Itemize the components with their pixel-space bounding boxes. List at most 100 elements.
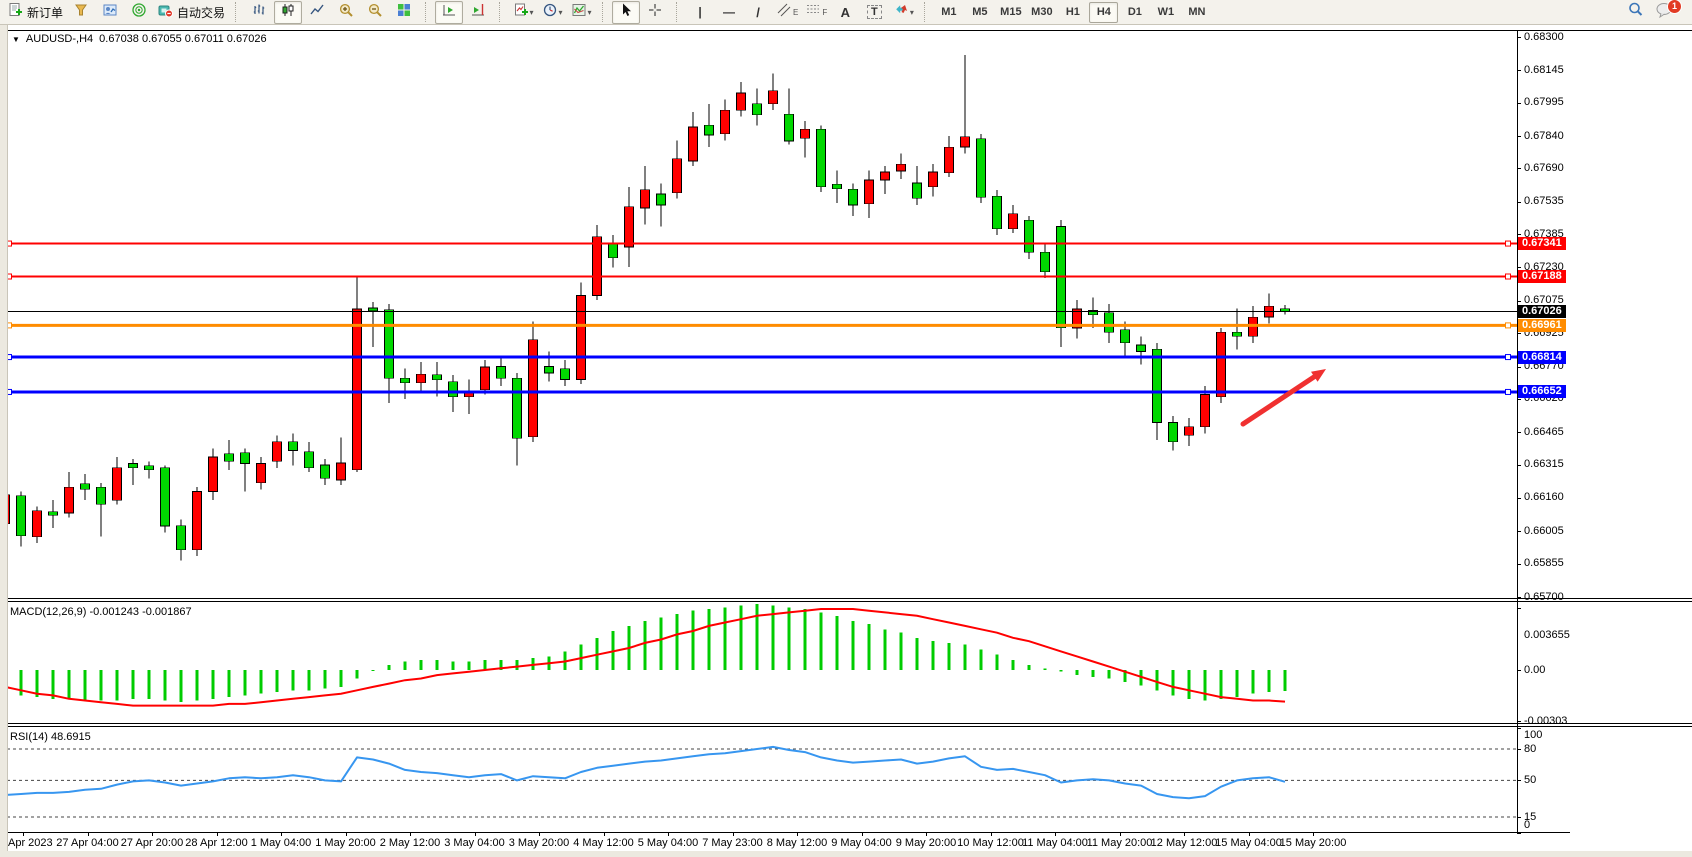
bar-chart-button[interactable] [245,1,273,24]
candle-body [720,109,730,135]
rsi-pane[interactable] [0,727,1517,832]
macd-histogram-bar [883,629,887,670]
macd-histogram-bar [307,670,311,691]
candle-body [336,462,346,481]
new-order-button[interactable]: 新订单 [4,1,66,24]
axis-tick [1517,608,1521,610]
label-button[interactable]: T [860,1,888,24]
macd-histogram-bar [755,603,759,670]
macd-histogram-bar [1219,670,1223,699]
main-chart-pane[interactable] [0,30,1517,598]
candle-body [64,486,74,514]
signals-button[interactable] [125,1,153,24]
candle-body [320,464,330,479]
pane-separator[interactable] [7,723,1692,727]
timeframe-button-M5[interactable]: M5 [972,6,988,18]
crosshair-button[interactable] [641,1,669,24]
candle-body [288,441,298,451]
timeframe-button-M1[interactable]: M1 [941,6,957,18]
chevron-down-icon[interactable]: ▾ [558,7,563,17]
timeframe-button-W1[interactable]: W1 [1157,6,1175,18]
candle-body [1008,213,1018,230]
channel-button[interactable]: E [773,1,801,24]
timeframe-button-D1[interactable]: D1 [1127,6,1142,18]
chevron-down-icon[interactable]: ▾ [909,7,914,17]
macd-histogram-bar [355,670,359,679]
trendline-icon: / [756,4,760,20]
macd-histogram-bar [739,605,743,670]
macd-histogram-bar [515,659,519,670]
zoom-out-button[interactable] [361,1,389,24]
timeframe-button-M30[interactable]: M30 [1031,6,1053,18]
collapse-icon[interactable]: ▼ [12,34,20,44]
macd-histogram-bar [131,670,135,699]
candle-body [80,483,90,490]
line-chart-button[interactable] [303,1,331,24]
text-button[interactable]: A [831,1,859,24]
timeframe-button-H4[interactable]: H4 [1089,1,1119,23]
autotrading-button[interactable]: 自动交易 [154,1,228,24]
macd-pane[interactable] [0,602,1517,723]
tile-windows-button[interactable] [390,1,418,24]
candle-body [656,193,666,206]
candle-body [944,146,954,174]
trendline-button[interactable]: / [744,1,772,24]
search-button[interactable] [1621,1,1649,24]
candle-body [912,182,922,199]
price-tick-label: 0.65855 [1524,557,1564,570]
chart-shift-button[interactable] [464,1,492,24]
candle-body [48,511,58,516]
horizontal-line-icon: — [723,5,736,19]
price-badge: 0.67026 [1518,304,1566,318]
candle-body [224,453,234,462]
tile-windows-icon [396,2,412,23]
rsi-line [4,745,1286,800]
autoscroll-button[interactable] [435,0,464,24]
fibonacci-button[interactable]: F [802,1,830,24]
new-chart-button[interactable]: ▾ [509,1,537,24]
chat-button[interactable]: 1 [1650,0,1682,24]
candle-body [400,378,410,384]
vertical-line-button[interactable]: | [686,1,714,24]
candle-body [1184,426,1194,436]
profile-button[interactable] [96,1,124,24]
toolbar: 新订单 自动交易 [0,0,1692,25]
arrows-tool-button[interactable]: ▾ [889,1,917,24]
quotes-button[interactable] [67,1,95,24]
chevron-down-icon[interactable]: ▾ [529,7,534,17]
line-handle [1505,354,1511,361]
autoscroll-icon [441,2,457,23]
new-order-label: 新订单 [27,5,64,20]
cursor-button[interactable] [612,0,641,24]
pane-separator[interactable] [7,598,1692,602]
candle-body [1168,422,1178,443]
bar-chart-icon [251,2,267,23]
price-tick-label: 0.67995 [1524,96,1564,109]
macd-histogram-bar [723,607,727,670]
axis-tick [1517,267,1521,269]
toolbar-separator [924,2,929,22]
candle-body [688,126,698,162]
chevron-down-icon[interactable]: ▾ [587,7,592,17]
horizontal-line-button[interactable]: — [715,1,743,24]
axis-tick [1517,37,1521,38]
zoom-in-button[interactable] [332,1,360,24]
macd-histogram-bar [707,609,711,670]
candlestick-chart-button[interactable] [274,0,303,24]
macd-histogram-bar [147,670,151,699]
trend-arrow-annotation[interactable] [1240,369,1326,427]
axis-tick [1517,366,1521,368]
timeframe-button-M15[interactable]: M15 [1000,6,1022,18]
arrows-tool-icon [893,2,909,23]
periods-button[interactable]: ▾ [538,1,566,24]
indicators-button[interactable]: ▾ [567,1,595,24]
macd-tick-label: 0.00 [1524,663,1546,676]
timeframe-button-MN[interactable]: MN [1188,6,1206,18]
date-label: 28 Apr 12:00 [185,837,248,849]
candle-body [240,452,250,464]
chart-area: ▼ AUDUSD-,H4 0.67038 0.67055 0.67011 0.6… [0,25,1692,857]
timeframe-button-H1[interactable]: H1 [1065,6,1080,18]
line-handle [1505,240,1511,247]
macd-histogram-bar [947,642,951,670]
